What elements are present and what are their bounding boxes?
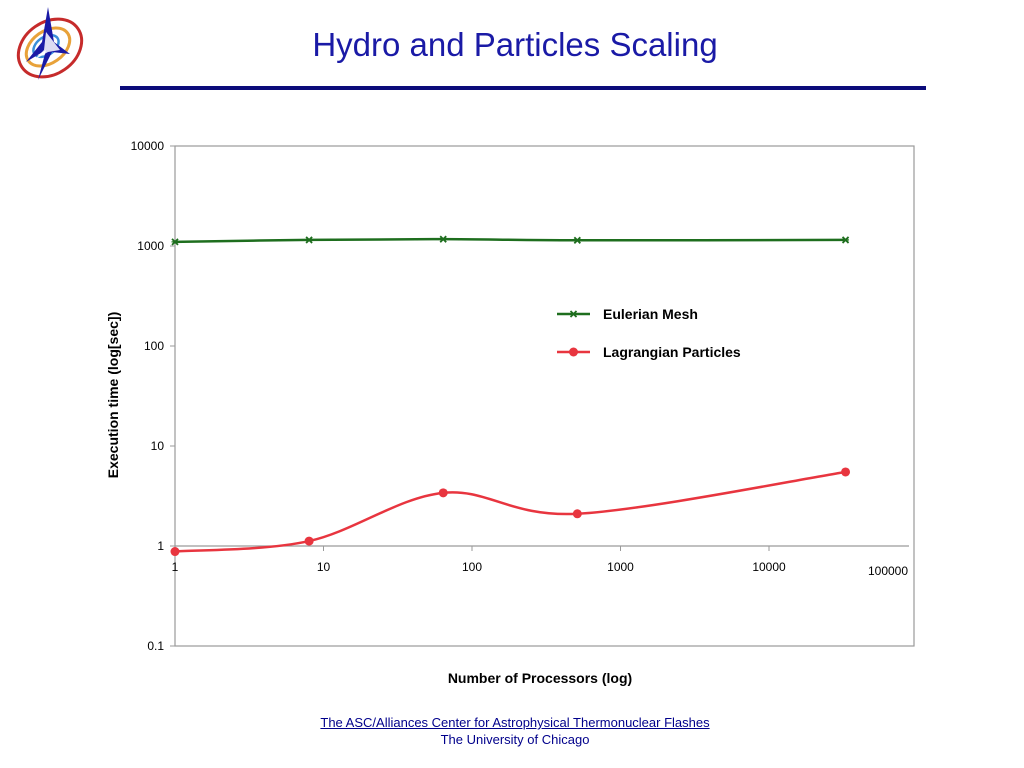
- series-eulerian-mesh: [171, 235, 850, 246]
- x-tick-label: 100: [462, 560, 482, 574]
- x-axis-label: Number of Processors (log): [448, 670, 632, 686]
- data-point: [439, 235, 447, 243]
- data-point: [171, 238, 179, 246]
- footer: The ASC/Alliances Center for Astrophysic…: [0, 714, 1024, 748]
- x-tick-label: 1: [172, 560, 179, 574]
- x-tick-label: 10: [317, 560, 331, 574]
- data-point: [841, 236, 850, 244]
- y-tick-label: 100: [144, 339, 164, 353]
- legend-item: Eulerian Mesh: [557, 306, 698, 322]
- legend-item: Lagrangian Particles: [557, 344, 741, 360]
- legend-label: Eulerian Mesh: [603, 306, 698, 322]
- flash-center-logo: [16, 7, 84, 80]
- data-point: [573, 236, 581, 244]
- slide-title: Hydro and Particles Scaling: [312, 26, 718, 63]
- y-tick-label: 0.1: [147, 639, 164, 653]
- y-axis-label: Execution time (log[sec]): [105, 312, 121, 478]
- data-point: [305, 236, 313, 244]
- data-point: [170, 547, 180, 557]
- y-tick-label: 10: [151, 439, 165, 453]
- x-tick-labels: 1 10 100 1000 10000 100000: [172, 546, 908, 578]
- x-tick-label: 100000: [868, 564, 908, 578]
- series-line: [174, 237, 846, 244]
- data-point: [304, 536, 314, 546]
- data-point: [572, 509, 582, 519]
- y-tick-label: 10000: [131, 139, 165, 153]
- y-tick-label: 1: [157, 539, 164, 553]
- footer-university: The University of Chicago: [440, 732, 590, 747]
- legend-marker: [569, 310, 578, 318]
- x-tick-label: 10000: [752, 560, 786, 574]
- plot-area: [174, 145, 915, 647]
- x-tick-label: 1000: [607, 560, 634, 574]
- y-tick-labels: 0.1 1 10 100 1000 10000: [131, 139, 175, 653]
- series-lagrangian-particles: [170, 467, 851, 557]
- legend-marker: [569, 347, 578, 357]
- plot-border: [174, 145, 915, 647]
- legend-label: Lagrangian Particles: [603, 344, 741, 360]
- series-layer: [170, 235, 851, 557]
- footer-center-link[interactable]: The ASC/Alliances Center for Astrophysic…: [320, 715, 710, 730]
- y-tick-label: 1000: [137, 239, 164, 253]
- data-point: [841, 467, 851, 477]
- series-line: [174, 470, 846, 553]
- legend: Eulerian Mesh Lagrangian Particles: [557, 306, 741, 360]
- data-point: [438, 488, 448, 498]
- title-underline: [120, 86, 926, 90]
